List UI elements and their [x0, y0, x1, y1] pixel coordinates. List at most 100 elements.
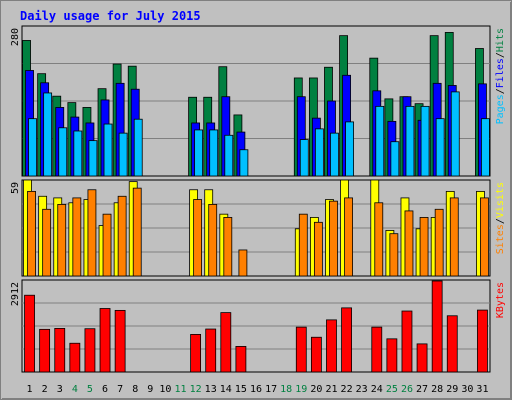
- pages-bar: [43, 92, 53, 177]
- sites-bar: [238, 249, 248, 277]
- sites-bar: [223, 217, 233, 277]
- x-tick-label: 27: [416, 384, 428, 395]
- sites-bar: [102, 213, 112, 277]
- pages-bar: [88, 140, 98, 177]
- x-tick-label: 5: [87, 384, 93, 395]
- x-tick-label: 21: [325, 384, 337, 395]
- pages-bar: [133, 118, 143, 177]
- kbytes-bar: [235, 346, 247, 373]
- x-tick-label: 2: [42, 384, 48, 395]
- pages-bar: [405, 105, 415, 177]
- kbytes-bar: [477, 309, 488, 373]
- kbytes-bar: [371, 326, 383, 373]
- pages-bar: [375, 105, 385, 177]
- kbytes-bar: [416, 343, 428, 373]
- x-tick-label: 17: [265, 384, 277, 395]
- sites-bar: [132, 187, 142, 277]
- sites-bar: [27, 190, 36, 277]
- pages-bar: [194, 129, 204, 177]
- kbytes-bar: [24, 294, 35, 373]
- x-tick-label: 28: [431, 384, 443, 395]
- sites-bar: [449, 197, 459, 277]
- x-tick-label: 3: [57, 384, 63, 395]
- kbytes-bar: [401, 310, 413, 373]
- y-max-label: 280: [10, 28, 21, 46]
- pages-bar: [390, 141, 400, 177]
- pages-bar: [420, 105, 430, 177]
- legend-separator: /: [495, 218, 506, 224]
- kbytes-bar: [39, 328, 51, 373]
- legend-kbytes: KBytes: [495, 282, 506, 318]
- sites-bar: [389, 233, 399, 277]
- x-tick-label: 25: [386, 384, 398, 395]
- pages-bar: [239, 149, 249, 177]
- sites-bar: [344, 197, 353, 277]
- x-tick-label: 14: [220, 384, 232, 395]
- kbytes-bar: [54, 328, 66, 373]
- sites-bar: [419, 217, 429, 277]
- pages-bar: [299, 139, 309, 177]
- x-tick-label: 11: [174, 384, 186, 395]
- x-tick-label: 19: [295, 384, 307, 395]
- x-tick-label: 22: [341, 384, 353, 395]
- kbytes-bar: [295, 326, 307, 373]
- x-tick-label: 29: [446, 384, 458, 395]
- kbytes-bar: [84, 328, 96, 373]
- legend-separator: /: [495, 52, 506, 58]
- x-tick-label: 7: [117, 384, 123, 395]
- x-tick-label: 31: [476, 384, 488, 395]
- x-tick-label: 6: [102, 384, 108, 395]
- kbytes-bar: [114, 309, 126, 373]
- sites-bar: [329, 200, 338, 277]
- x-tick-label: 23: [356, 384, 368, 395]
- kbytes-bar: [190, 334, 202, 373]
- kbytes-bar: [69, 342, 81, 373]
- x-tick-label: 18: [280, 384, 292, 395]
- legend-separator: /: [495, 88, 506, 94]
- legend-pages: Pages: [495, 94, 506, 124]
- sites-bar: [57, 204, 67, 277]
- kbytes-bar: [220, 312, 232, 373]
- legend-sites: Sites: [495, 224, 506, 254]
- sites-bar: [42, 208, 52, 277]
- x-tick-label: 1: [27, 384, 33, 395]
- pages-bar: [118, 132, 128, 177]
- legend: Pages/Files/Hits: [495, 28, 506, 124]
- pages-bar: [224, 134, 234, 177]
- pages-bar: [435, 118, 445, 177]
- x-tick-label: 24: [371, 384, 383, 395]
- kbytes-bar: [310, 336, 322, 373]
- pages-bar: [450, 91, 460, 177]
- x-tick-label: 12: [190, 384, 202, 395]
- visits-sites-panel: 59: [10, 179, 491, 277]
- pages-bar: [330, 132, 339, 177]
- x-tick-label: 20: [310, 384, 322, 395]
- kbytes-panel: 2912: [10, 279, 491, 373]
- pages-bar: [103, 123, 113, 177]
- x-tick-label: 16: [250, 384, 262, 395]
- x-tick-label: 15: [235, 384, 247, 395]
- kbytes-bar: [205, 328, 217, 373]
- sites-bar: [313, 221, 323, 277]
- x-tick-label: 9: [147, 384, 153, 395]
- y-max-label: 59: [10, 182, 21, 194]
- legend: KBytes: [495, 282, 506, 318]
- pages-bar: [28, 118, 37, 177]
- kbytes-bar: [341, 307, 352, 373]
- x-tick-label: 26: [401, 384, 413, 395]
- sites-bar: [117, 195, 127, 277]
- x-tick-label: 8: [132, 384, 138, 395]
- kbytes-bar: [326, 319, 337, 373]
- pages-bar: [73, 130, 83, 177]
- legend-files: Files: [495, 58, 506, 88]
- pages-bar: [58, 127, 68, 177]
- chart-title: Daily usage for July 2015: [20, 9, 201, 23]
- pages-bar: [209, 129, 219, 177]
- kbytes-bar: [99, 308, 111, 373]
- legend: Sites/Visits: [495, 182, 506, 254]
- frame-shadow: [510, 2, 512, 400]
- y-max-label: 2912: [10, 282, 21, 306]
- kbytes-bar: [431, 280, 443, 373]
- sites-bar: [193, 199, 203, 277]
